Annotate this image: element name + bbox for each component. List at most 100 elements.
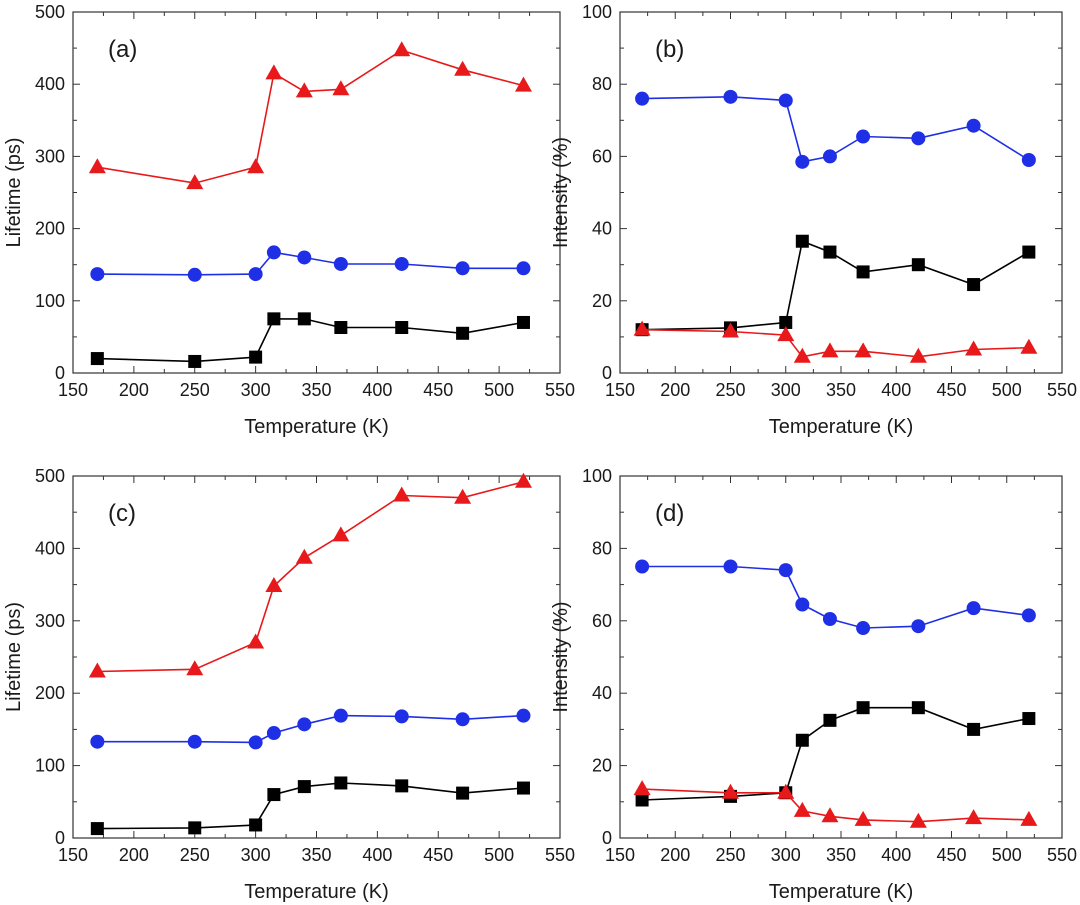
data-point-square <box>856 701 870 715</box>
data-point-triangle <box>265 64 283 80</box>
panel-label: (d) <box>655 500 684 527</box>
data-point-square <box>911 701 925 715</box>
data-point-circle <box>516 708 531 723</box>
x-tick-label: 250 <box>180 845 210 865</box>
x-tick-label: 450 <box>936 380 966 400</box>
data-point-square <box>635 793 649 807</box>
data-point-circle <box>187 267 202 282</box>
y-tick-label: 0 <box>602 828 612 848</box>
data-point-circle <box>911 619 926 634</box>
y-tick-label: 200 <box>35 683 65 703</box>
data-point-triangle <box>1020 810 1038 826</box>
data-point-circle <box>333 708 348 723</box>
data-point-triangle <box>454 60 472 76</box>
data-point-circle <box>822 611 837 626</box>
data-point-circle <box>778 93 793 108</box>
data-point-square <box>967 722 981 736</box>
series-triangle-red <box>88 472 532 678</box>
x-tick-label: 200 <box>660 845 690 865</box>
data-point-triangle <box>633 780 651 796</box>
data-point-circle <box>795 597 810 612</box>
y-tick-label: 0 <box>55 828 65 848</box>
data-point-square <box>456 326 470 340</box>
data-point-circle <box>635 559 650 574</box>
chart-panel-0: 150 200 250 300 350 400 450 500 550 0 100 200 300 400… <box>3 2 575 438</box>
x-tick-label: 500 <box>484 845 514 865</box>
y-axis-label: Lifetime (ps) <box>3 602 25 712</box>
data-point-triangle <box>821 342 839 358</box>
panel-label: (b) <box>655 36 684 63</box>
series-circle-blue <box>635 89 1036 169</box>
data-point-triangle <box>909 812 927 828</box>
y-tick-label: 100 <box>35 756 65 776</box>
data-point-circle <box>723 89 738 104</box>
y-tick-label: 0 <box>55 363 65 383</box>
x-tick-label: 400 <box>881 845 911 865</box>
plot-frame <box>619 11 1063 374</box>
x-tick-label: 250 <box>180 380 210 400</box>
y-axis-label: Intensity (%) <box>550 137 572 248</box>
x-axis-label: Temperature (K) <box>769 416 914 438</box>
data-point-triangle <box>88 662 106 678</box>
y-tick-label: 200 <box>35 219 65 239</box>
data-point-circle <box>778 563 793 578</box>
y-tick-label: 40 <box>592 219 612 239</box>
x-tick-label: 200 <box>119 380 149 400</box>
plot-frame <box>72 475 561 839</box>
x-axis-label: Temperature (K) <box>244 881 389 903</box>
data-point-circle <box>516 261 531 276</box>
data-point-triangle <box>393 486 411 502</box>
y-tick-label: 80 <box>592 538 612 558</box>
data-point-circle <box>723 559 738 574</box>
data-point-triangle <box>793 347 811 363</box>
x-tick-label: 400 <box>362 380 392 400</box>
plot-frame <box>619 475 1063 839</box>
data-point-triangle <box>1020 338 1038 354</box>
x-axis-label: Temperature (K) <box>244 416 389 438</box>
data-point-square <box>188 354 202 368</box>
series-triangle-red <box>633 320 1038 363</box>
data-point-triangle <box>854 342 872 358</box>
data-point-square <box>967 278 981 292</box>
data-point-square <box>90 352 104 366</box>
x-tick-label: 400 <box>362 845 392 865</box>
data-point-circle <box>911 131 926 146</box>
data-point-triangle <box>514 76 532 92</box>
x-tick-label: 350 <box>301 380 331 400</box>
y-tick-label: 500 <box>35 2 65 22</box>
x-tick-label: 200 <box>119 845 149 865</box>
x-tick-label: 400 <box>881 380 911 400</box>
data-point-circle <box>394 709 409 724</box>
y-tick-label: 300 <box>35 611 65 631</box>
x-tick-label: 450 <box>936 845 966 865</box>
y-tick-label: 100 <box>35 291 65 311</box>
data-point-square <box>911 258 925 272</box>
data-point-circle <box>966 601 981 616</box>
data-point-triangle <box>722 322 739 338</box>
data-point-circle <box>266 726 281 741</box>
y-tick-label: 400 <box>35 538 65 558</box>
data-point-square <box>1022 245 1036 259</box>
plot-frame <box>72 11 561 374</box>
data-point-square <box>395 321 409 335</box>
y-tick-label: 500 <box>35 466 65 486</box>
series-square-black <box>90 312 530 368</box>
data-point-square <box>1022 712 1036 726</box>
series-square-black <box>90 776 530 836</box>
x-tick-label: 250 <box>715 380 745 400</box>
data-point-triangle <box>965 809 983 825</box>
data-point-square <box>456 786 470 800</box>
data-point-triangle <box>332 526 350 542</box>
data-point-square <box>267 788 281 802</box>
data-point-circle <box>297 717 312 732</box>
data-point-triangle <box>777 783 795 799</box>
data-point-circle <box>856 621 871 636</box>
data-point-triangle <box>393 41 411 57</box>
x-tick-label: 300 <box>771 845 801 865</box>
series-square-black <box>635 234 1036 337</box>
data-point-circle <box>297 250 312 265</box>
data-point-circle <box>394 256 409 271</box>
data-point-triangle <box>514 472 532 488</box>
data-point-triangle <box>186 174 204 190</box>
